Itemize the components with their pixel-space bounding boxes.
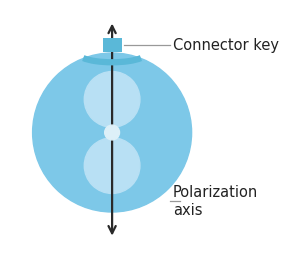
Text: Polarization
axis: Polarization axis xyxy=(173,185,258,218)
Text: Connector key: Connector key xyxy=(173,38,279,53)
Circle shape xyxy=(84,138,140,193)
FancyBboxPatch shape xyxy=(103,38,122,52)
Circle shape xyxy=(84,72,140,127)
Circle shape xyxy=(33,53,192,212)
Circle shape xyxy=(105,125,119,140)
